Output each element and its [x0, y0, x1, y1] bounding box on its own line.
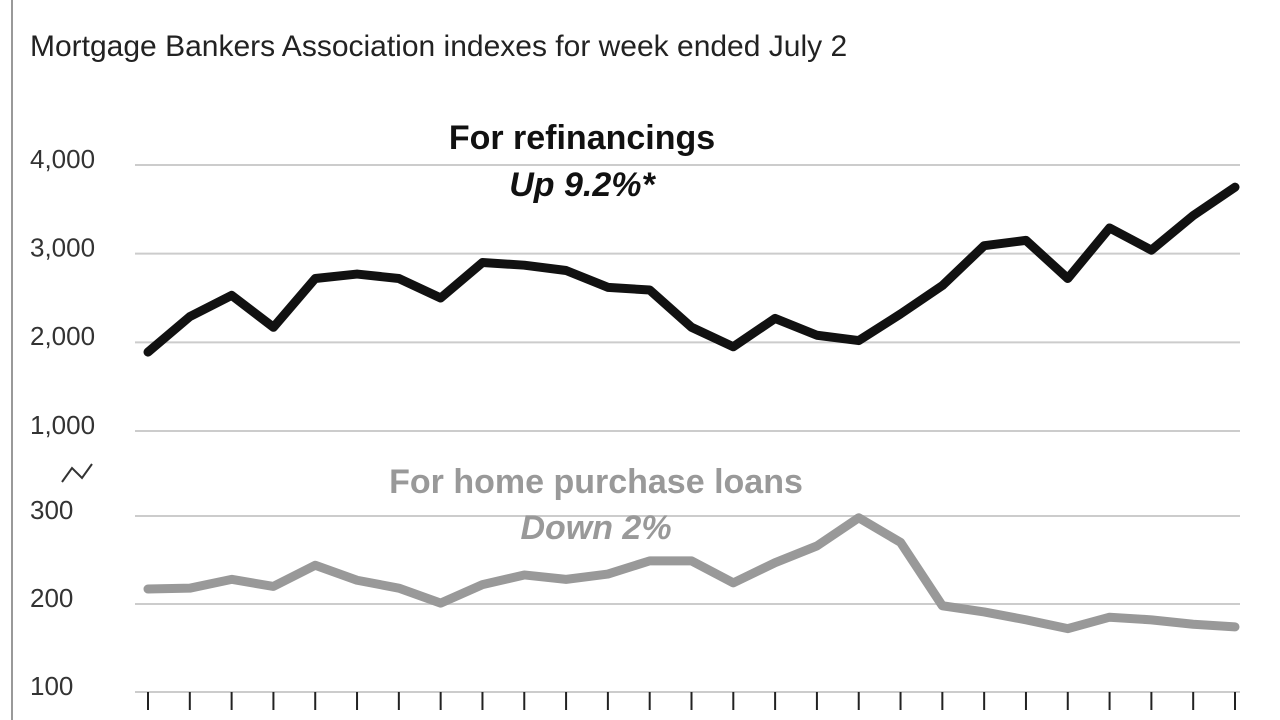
subtitle: Mortgage Bankers Association indexes for…: [30, 30, 847, 63]
y-tick-label: 200: [30, 583, 73, 613]
y-tick-label: 300: [30, 495, 73, 525]
y-tick-label: 100: [30, 671, 73, 701]
y-tick-label: 4,000: [30, 144, 95, 174]
annotation: Down 2%: [520, 509, 671, 547]
axis-break: [61, 463, 93, 483]
y-tick-label: 1,000: [30, 410, 95, 440]
series-line: [143, 182, 1240, 357]
annotation: Up 9.2%*: [509, 166, 656, 204]
series-label: For home purchase loans: [389, 463, 803, 501]
y-tick-label: 2,000: [30, 321, 95, 351]
series-line: [143, 513, 1240, 634]
series-label: For refinancings: [449, 119, 715, 157]
y-tick-label: 3,000: [30, 233, 95, 263]
